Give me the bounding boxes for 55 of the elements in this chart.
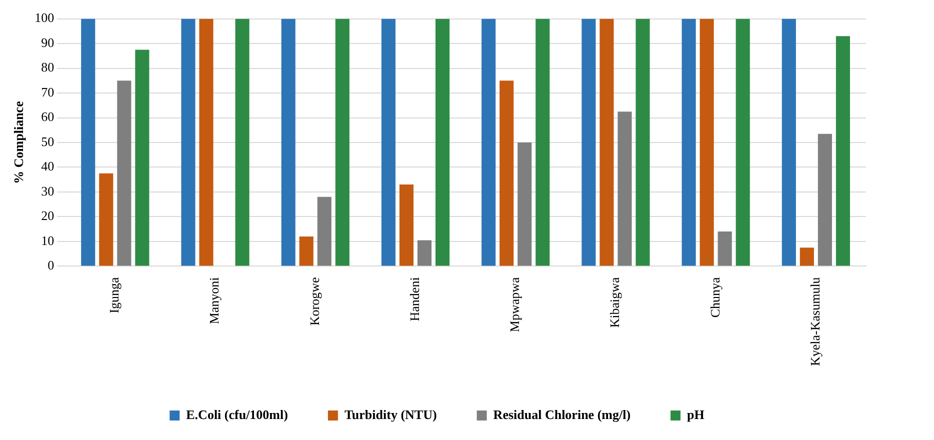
y-tick-label: 100 <box>34 10 54 26</box>
legend-label: Residual Chlorine (mg/l) <box>493 406 631 422</box>
bar <box>399 184 414 266</box>
legend-label: Turbidity (NTU) <box>344 406 437 422</box>
bar <box>81 18 96 266</box>
x-tick-label: Kyela-Kasumulu <box>807 276 822 366</box>
x-tick-label: Igunga <box>106 276 122 314</box>
y-tick-label: 90 <box>41 34 54 50</box>
y-tick-label: 50 <box>41 134 54 149</box>
bar <box>836 36 850 266</box>
bar <box>135 50 150 266</box>
bar <box>381 18 396 266</box>
y-tick-label: 20 <box>41 208 54 224</box>
bar <box>700 18 714 266</box>
bar <box>682 18 696 266</box>
y-tick-label: 10 <box>41 232 54 248</box>
bar <box>718 232 732 266</box>
bar <box>281 18 296 266</box>
bar <box>417 240 432 266</box>
bar <box>518 142 532 266</box>
bar <box>582 18 596 266</box>
y-tick-label: 0 <box>48 258 54 273</box>
y-tick-label: 80 <box>41 60 54 75</box>
y-axis-title: % Compliance <box>11 100 26 184</box>
bar <box>800 248 814 266</box>
bar <box>199 18 214 266</box>
bar <box>482 18 496 266</box>
y-tick-label: 70 <box>41 84 54 100</box>
bar <box>299 236 314 266</box>
bar <box>335 18 350 266</box>
x-tick-label: Kibaigwa <box>607 276 622 328</box>
bar <box>818 134 832 266</box>
bar <box>181 18 196 266</box>
bar <box>600 18 614 266</box>
bar <box>435 18 450 266</box>
bar <box>782 18 796 266</box>
bar <box>99 173 114 266</box>
bar <box>235 18 250 266</box>
y-tick-label: 30 <box>41 183 54 198</box>
bar <box>117 80 132 266</box>
x-tick-label: Manyoni <box>206 276 222 324</box>
x-tick-label: Korogwe <box>306 276 322 326</box>
y-tick-label: 60 <box>41 109 54 124</box>
bar <box>736 18 750 266</box>
bar <box>500 80 514 266</box>
bar <box>618 112 632 266</box>
bar <box>636 18 650 266</box>
x-tick-label: Mpwapwa <box>507 276 522 332</box>
bar <box>536 18 550 266</box>
x-tick-label: Chunya <box>707 276 722 318</box>
legend-label: pH <box>687 406 704 422</box>
legend-label: E.Coli (cfu/100ml) <box>186 406 288 422</box>
y-tick-label: 40 <box>41 158 54 174</box>
bar <box>317 196 332 266</box>
x-tick-label: Handeni <box>406 276 422 322</box>
